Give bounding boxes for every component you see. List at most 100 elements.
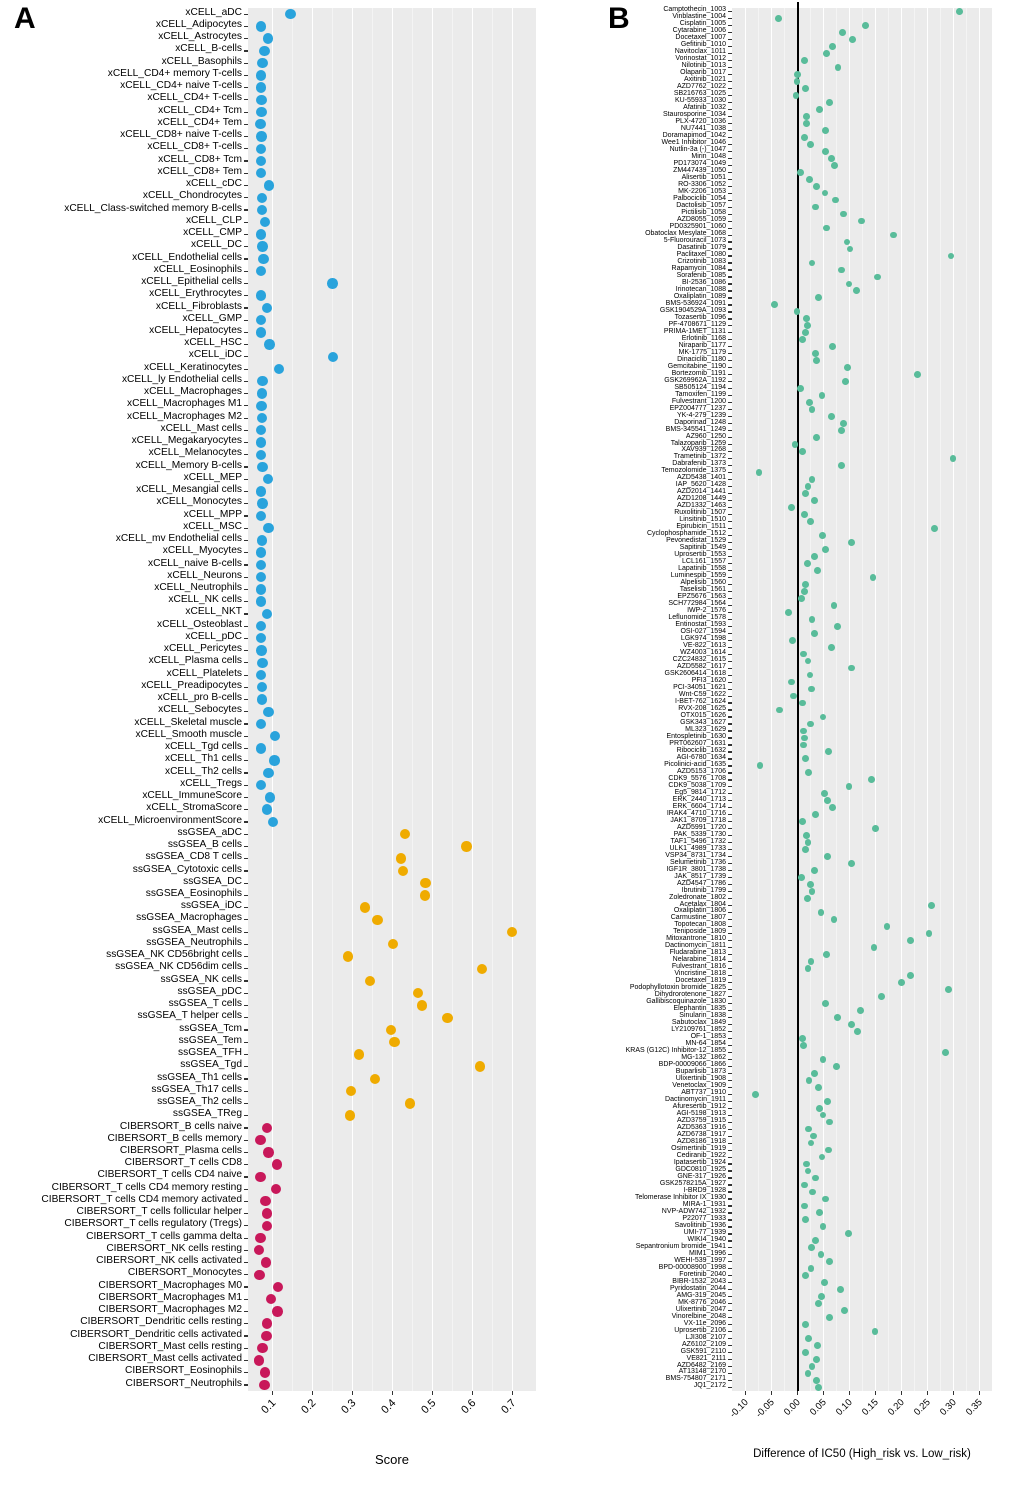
y-axis-tick bbox=[244, 1127, 248, 1129]
category-label: Alisertib_1051 bbox=[681, 174, 726, 182]
data-point bbox=[819, 1223, 827, 1231]
data-point bbox=[256, 94, 267, 105]
y-axis-tick bbox=[728, 618, 732, 620]
gridline-major bbox=[979, 8, 981, 1391]
y-axis-tick bbox=[244, 454, 248, 456]
category-label: GSK1904529A_1093 bbox=[659, 306, 726, 314]
y-axis-tick bbox=[244, 74, 248, 76]
category-label: Eg5_9814_1712 bbox=[674, 788, 726, 796]
y-axis-tick bbox=[244, 723, 248, 725]
y-axis-tick bbox=[244, 588, 248, 591]
data-point bbox=[412, 988, 424, 999]
data-point bbox=[256, 155, 267, 167]
category-label: AZD1208_1449 bbox=[676, 495, 726, 503]
data-point bbox=[756, 762, 764, 770]
data-point bbox=[828, 43, 836, 50]
y-axis-tick bbox=[728, 1037, 732, 1039]
y-axis-tick bbox=[244, 503, 248, 505]
data-point bbox=[255, 596, 266, 607]
category-label: ssGSEA_TFH bbox=[178, 1047, 242, 1059]
data-point bbox=[255, 119, 266, 130]
y-axis-tick bbox=[728, 569, 732, 571]
category-label: AZD7762_1022 bbox=[676, 83, 726, 91]
y-axis-tick bbox=[728, 842, 732, 844]
data-point bbox=[258, 253, 269, 265]
category-label: Foretinib_2040 bbox=[679, 1270, 726, 1278]
category-label: AGI-6780_1634 bbox=[676, 753, 726, 761]
y-axis-tick bbox=[244, 246, 248, 248]
data-point bbox=[799, 727, 807, 735]
y-axis-tick bbox=[244, 258, 248, 260]
data-point bbox=[811, 1069, 819, 1077]
data-point bbox=[819, 713, 827, 721]
data-point bbox=[259, 45, 270, 57]
y-axis-tick bbox=[244, 576, 248, 578]
data-point bbox=[256, 633, 267, 644]
x-tick-label: 0.5 bbox=[419, 1397, 439, 1417]
category-label: ZM447439_1050 bbox=[673, 167, 726, 175]
x-axis-tick bbox=[271, 1391, 273, 1395]
y-axis-tick bbox=[728, 863, 732, 865]
category-label: CIBERSORT_Neutrophils bbox=[125, 1377, 242, 1389]
y-axis-tick bbox=[728, 458, 732, 460]
category-label: xCELL_CMP bbox=[183, 227, 242, 239]
y-axis-tick bbox=[728, 471, 732, 474]
category-label: Nutlin-3a (-)_1047 bbox=[669, 146, 726, 154]
category-label: WIKI4_1940 bbox=[687, 1235, 726, 1243]
category-label: Wee1 Inhibitor_1046 bbox=[661, 139, 726, 147]
category-label: xCELL_CD8+ Tem bbox=[157, 165, 242, 177]
data-point bbox=[845, 280, 853, 288]
data-point bbox=[260, 1257, 272, 1268]
y-axis-tick bbox=[244, 50, 248, 52]
y-axis-tick bbox=[728, 604, 732, 606]
data-point bbox=[807, 140, 814, 148]
y-axis-tick bbox=[728, 444, 732, 446]
category-label: Crizotinib_1083 bbox=[677, 257, 726, 265]
y-axis-tick bbox=[728, 562, 732, 564]
data-point bbox=[808, 888, 816, 895]
data-point bbox=[796, 168, 804, 176]
y-axis-tick bbox=[728, 926, 732, 928]
y-axis-tick bbox=[728, 702, 732, 704]
category-label: Topotecan_1808 bbox=[674, 921, 726, 929]
y-axis-tick bbox=[728, 898, 732, 900]
data-point bbox=[813, 566, 821, 574]
y-axis-tick bbox=[728, 1184, 732, 1186]
category-label: xCELL_MEP bbox=[183, 471, 242, 483]
data-point bbox=[802, 1160, 810, 1168]
category-label: xCELL_Mesangial cells bbox=[136, 484, 242, 496]
category-label: Bortezomib_1191 bbox=[671, 369, 726, 377]
category-label: ssGSEA_T cells bbox=[168, 998, 242, 1010]
category-label: ssGSEA_aDC bbox=[177, 826, 242, 838]
data-point bbox=[804, 322, 811, 330]
category-label: Cisplatin_1005 bbox=[679, 20, 726, 28]
category-label: xCELL_NK cells bbox=[168, 594, 242, 606]
data-point bbox=[816, 1209, 824, 1217]
data-point bbox=[822, 126, 829, 134]
category-label: Niraparib_1177 bbox=[678, 341, 726, 349]
data-point bbox=[818, 392, 826, 400]
category-label: AZD5438_1401 bbox=[676, 474, 726, 482]
data-point bbox=[836, 1286, 844, 1294]
y-axis-tick bbox=[728, 206, 732, 208]
data-point bbox=[869, 573, 877, 581]
data-point bbox=[807, 881, 814, 888]
y-axis-tick bbox=[728, 583, 732, 585]
category-label: LJI308_2107 bbox=[685, 1333, 726, 1341]
y-axis-tick bbox=[728, 905, 732, 907]
data-point bbox=[360, 902, 371, 913]
category-label: Rapamycin_1084 bbox=[671, 264, 726, 272]
category-label: AZ960_1250 bbox=[685, 432, 726, 440]
y-axis-tick bbox=[728, 1310, 732, 1312]
y-axis-tick bbox=[728, 688, 732, 690]
gridline-minor bbox=[452, 8, 453, 1391]
data-point bbox=[848, 1020, 855, 1028]
y-axis-tick bbox=[728, 304, 732, 306]
y-axis-tick bbox=[244, 637, 248, 639]
x-axis-tick bbox=[431, 1391, 433, 1395]
category-label: CIBERSORT_Monocytes bbox=[127, 1267, 242, 1279]
y-axis-tick bbox=[728, 1163, 732, 1165]
category-label: PF-4708671_1129 bbox=[668, 320, 726, 328]
data-point bbox=[843, 238, 851, 246]
category-label: PAK_5339_1730 bbox=[673, 830, 726, 838]
